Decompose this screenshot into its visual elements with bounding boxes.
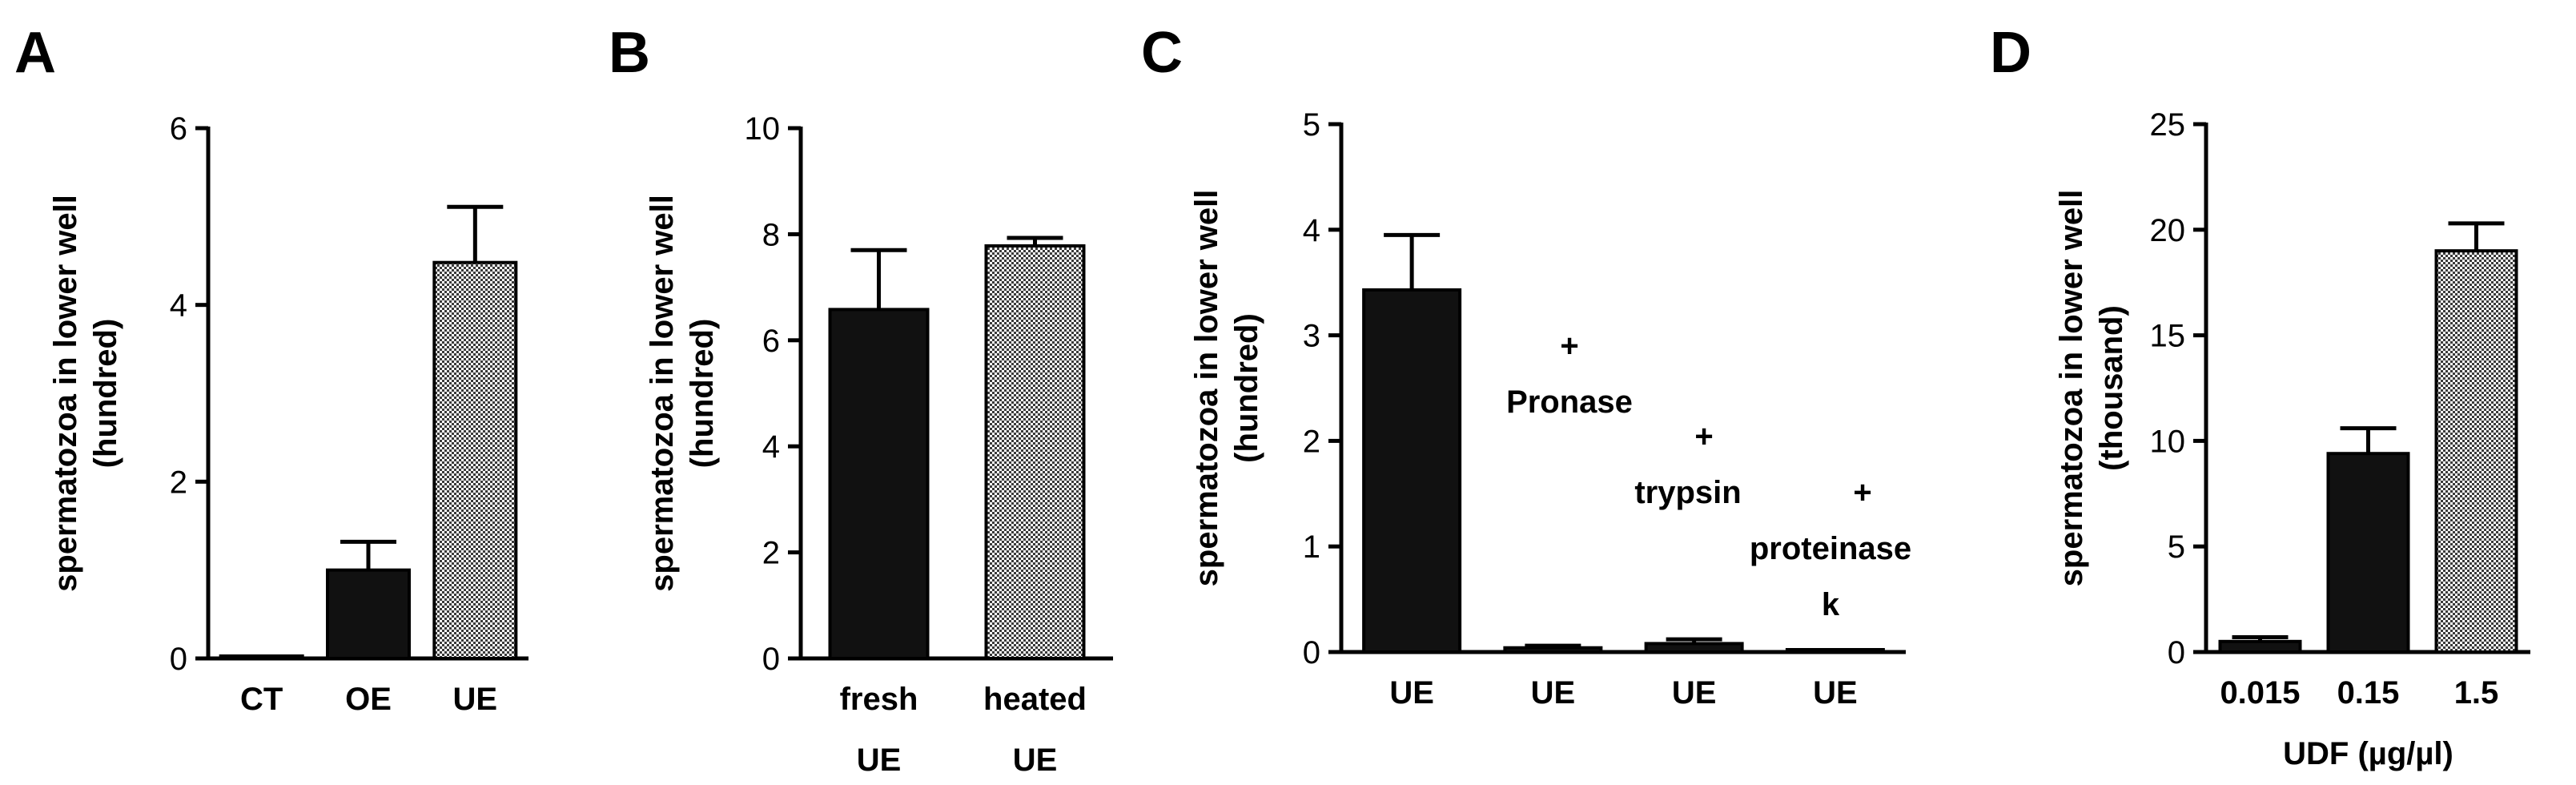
chart-panel-d: 0 5 10 15 20 25 spermatozoa in lower well (thou… [2054,107,2530,771]
y-tick-label: 3 [1303,319,1320,354]
annotation-plus-trypsin: + [1694,419,1713,454]
x-tick-label: UE [1389,675,1434,711]
panel-letter-c: C [1141,21,1183,85]
y-tick-label: 20 [2150,213,2186,248]
panel-letter-b: B [609,21,650,85]
bar [1362,288,1462,654]
y-tick-label: 4 [1303,213,1320,248]
x-tick-label: CT [240,682,283,717]
y-tick-label: 0 [170,642,187,677]
y-tick-label: 0 [1303,635,1320,670]
y-tick-label: 2 [170,465,187,500]
x-tick-label: UE [857,743,902,778]
bar [1503,646,1603,654]
y-axis-unit-label: (hundred) [685,319,720,469]
y-tick-label: 10 [745,111,781,147]
y-axis-unit-label: (hundred) [88,319,123,469]
annotation-plus-pronase: + [1560,328,1578,364]
bar [2434,249,2518,654]
y-axis-label: spermatozoa in lower well [645,195,680,592]
y-tick-label: 5 [1303,107,1320,143]
bar [2218,639,2302,654]
y-tick-label: 4 [170,288,187,324]
bar [1785,648,1885,654]
y-axis-unit-label: (thousand) [2094,305,2129,471]
x-axis-label: UDF (µg/µl) [2283,736,2453,771]
y-tick-label: 10 [2150,424,2186,459]
x-tick-label: UE [1672,675,1717,711]
x-tick-label: 0.15 [2337,675,2400,711]
x-tick-label: UE [1531,675,1576,711]
y-axis-label: spermatozoa in lower well [1189,190,1224,587]
y-tick-label: 2 [762,536,780,571]
y-axis-label: spermatozoa in lower well [48,195,83,592]
annotation-trypsin: trypsin [1634,475,1741,510]
x-tick-label: fresh [840,682,918,717]
bar [326,568,411,661]
annotation-plus-proteinase: + [1853,475,1871,510]
y-tick-label: 2 [1303,424,1320,459]
y-tick-label: 15 [2150,319,2186,354]
annotation-proteinase: proteinase [1750,531,1911,566]
annotation-k: k [1822,587,1840,622]
x-tick-label: UE [1813,675,1858,711]
y-axis-label: spermatozoa in lower well [2054,190,2089,587]
x-tick-label: UE [453,682,498,717]
y-tick-label: 1 [1303,529,1320,565]
chart-panel-b: 0 2 4 6 8 10 spermatozoa in lower well (hundred… [645,111,1113,778]
x-tick-label: OE [345,682,392,717]
x-tick-label: heated [983,682,1087,717]
y-tick-label: 6 [170,111,187,147]
bar [2326,452,2410,654]
y-tick-label: 0 [2168,635,2185,670]
y-tick-label: 5 [2168,529,2185,565]
bar [984,244,1086,660]
y-tick-label: 4 [762,429,780,465]
chart-panel-c: 0 1 2 3 4 5 spermatozoa in lower well (hundred)… [1189,107,1906,711]
bar [432,260,518,660]
panel-letter-a: A [14,21,56,85]
y-tick-label: 0 [762,642,780,677]
x-tick-label: 0.015 [2220,675,2300,711]
chart-panel-a: 0 2 4 6 spermatozoa in lower well (hundred) CT… [48,111,528,717]
y-tick-label: 8 [762,217,780,252]
annotation-pronase: Pronase [1506,384,1633,420]
x-tick-label: UE [1013,743,1058,778]
y-tick-label: 6 [762,324,780,359]
y-axis-unit-label: (hundred) [1229,313,1264,463]
panel-letter-d: D [1990,21,2031,85]
bar [828,308,930,660]
bar [219,654,304,660]
y-tick-label: 25 [2150,107,2186,143]
x-tick-label: 1.5 [2454,675,2499,711]
bar [1644,642,1744,654]
